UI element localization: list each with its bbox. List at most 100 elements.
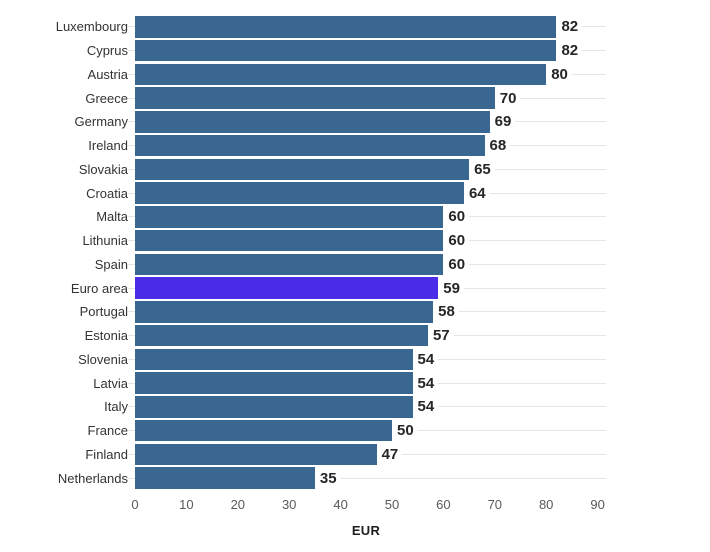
x-tick-label: 10	[179, 497, 194, 512]
row-leader-line	[582, 26, 606, 28]
value-label: 60	[448, 232, 466, 250]
rows: Luxembourg 82 Cyprus 82 Austria 80 Greece 70 Ger…	[0, 15, 606, 490]
row-leader-line-start	[128, 50, 135, 52]
row-leader-line	[510, 145, 606, 147]
bar[interactable]	[135, 324, 428, 347]
row-leader-line	[469, 240, 606, 242]
bar[interactable]	[135, 111, 490, 133]
row-leader-line-start	[128, 358, 135, 360]
category-label: Euro area	[70, 280, 128, 296]
row-leader-line	[402, 453, 606, 455]
x-tick-label: 60	[436, 497, 451, 512]
x-tick-label: 80	[538, 497, 554, 512]
row-leader-line-start	[128, 335, 135, 337]
row-leader-line	[463, 287, 606, 289]
value-label: 50	[397, 422, 414, 440]
bar[interactable]	[135, 182, 464, 204]
bar[interactable]	[135, 443, 377, 466]
bar[interactable]	[135, 229, 444, 252]
bar-row: Slovakia 65	[0, 158, 606, 182]
category-label: Netherlands	[57, 470, 128, 486]
bar[interactable]	[135, 63, 547, 86]
row-leader-line-start	[128, 168, 135, 170]
bar[interactable]	[135, 253, 444, 276]
bar[interactable]	[135, 87, 495, 109]
x-tick-label: 70	[487, 497, 503, 512]
x-tick-label: 50	[384, 497, 400, 512]
value-label: 58	[438, 303, 455, 321]
bar-row: Cyprus 82	[0, 39, 606, 63]
bar-row: Netherlands 35	[0, 466, 606, 490]
bar[interactable]	[135, 206, 444, 228]
bar[interactable]	[135, 396, 413, 418]
row-leader-line	[340, 477, 606, 479]
category-label: Luxembourg	[55, 19, 128, 35]
value-label: 54	[417, 350, 435, 368]
x-tick-label: 30	[281, 497, 297, 512]
bar-row: Italy 54	[0, 395, 606, 419]
category-label: Cyprus	[86, 43, 128, 59]
row-leader-line-start	[128, 26, 135, 28]
row-leader-line	[438, 358, 606, 360]
bar-row: Portugal 58	[0, 300, 606, 324]
row-leader-line-start	[128, 477, 135, 479]
value-label: 65	[474, 160, 491, 178]
x-tick-label: 90	[590, 497, 605, 512]
value-label: 82	[561, 42, 579, 60]
bar[interactable]	[135, 372, 413, 394]
bar-row: Euro area 59	[0, 276, 606, 300]
category-label: Spain	[94, 256, 128, 272]
row-leader-line	[571, 73, 606, 75]
row-leader-line	[458, 311, 606, 313]
value-label: 60	[448, 255, 466, 273]
category-label: Malta	[96, 209, 128, 225]
value-label: 69	[494, 113, 512, 131]
row-leader-line-start	[128, 192, 135, 194]
bar[interactable]	[135, 158, 470, 181]
category-label: Slovakia	[78, 161, 128, 177]
row-leader-line	[469, 263, 606, 265]
category-label: France	[87, 423, 128, 439]
row-leader-line-start	[128, 287, 135, 289]
row-leader-line	[489, 192, 606, 194]
bar[interactable]	[135, 301, 434, 323]
category-label: Slovenia	[78, 351, 128, 367]
value-label: 35	[319, 469, 337, 487]
category-label: Latvia	[93, 375, 128, 391]
bar-row: Malta 60	[0, 205, 606, 229]
bar-row: Ireland 68	[0, 134, 606, 158]
row-leader-line-start	[128, 430, 135, 432]
row-leader-line	[438, 382, 606, 384]
bar-highlight[interactable]	[135, 277, 439, 299]
bar[interactable]	[135, 467, 315, 489]
bar[interactable]	[135, 134, 485, 157]
bar-row: Lithunia 60	[0, 229, 606, 253]
bar-row: Finland 47	[0, 443, 606, 467]
row-leader-line	[520, 97, 606, 99]
row-leader-line-start	[128, 121, 135, 123]
value-label: 82	[561, 18, 579, 36]
x-tick-label: 20	[230, 497, 246, 512]
bar-row: Latvia 54	[0, 371, 606, 395]
value-label: 80	[551, 65, 568, 83]
bar[interactable]	[135, 39, 557, 62]
value-label: 64	[468, 184, 486, 202]
row-leader-line-start	[128, 406, 135, 408]
category-label: Finland	[85, 446, 128, 462]
bar-row: Estonia 57	[0, 324, 606, 348]
x-axis-title: EUR	[351, 523, 381, 538]
bar-row: Slovenia 54	[0, 348, 606, 372]
x-tick-label: 40	[333, 497, 348, 512]
category-label: Italy	[104, 399, 128, 415]
value-label: 57	[432, 327, 450, 345]
value-label: 47	[381, 445, 399, 463]
x-axis: 0 10 20 30 40 50 60 70 80 90	[131, 497, 606, 514]
row-leader-line-start	[128, 263, 135, 265]
bar[interactable]	[135, 348, 413, 371]
row-leader-line-start	[128, 145, 135, 147]
bar-row: Germany 69	[0, 110, 606, 134]
bar-row: France 50	[0, 419, 606, 443]
bar[interactable]	[135, 419, 392, 442]
bar[interactable]	[135, 16, 557, 38]
